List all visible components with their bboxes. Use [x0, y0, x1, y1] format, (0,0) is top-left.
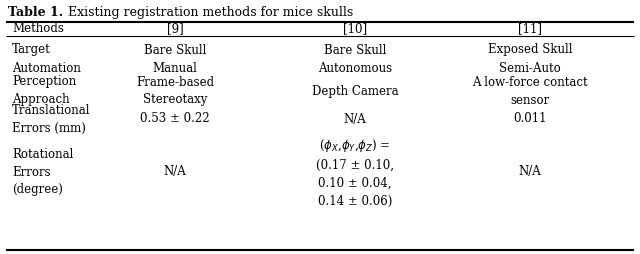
Text: ($\phi_X$,$\phi_Y$,$\phi_Z$) =
(0.17 ± 0.10,
0.10 ± 0.04,
0.14 ± 0.06): ($\phi_X$,$\phi_Y$,$\phi_Z$) = (0.17 ± 0…	[316, 136, 394, 208]
Text: Rotational
Errors
(degree): Rotational Errors (degree)	[12, 148, 74, 197]
Text: 0.011: 0.011	[513, 113, 547, 125]
Text: N/A: N/A	[518, 166, 541, 179]
Text: N/A: N/A	[344, 113, 366, 125]
Text: Existing registration methods for mice skulls: Existing registration methods for mice s…	[56, 6, 353, 19]
Text: Perception
Approach: Perception Approach	[12, 75, 76, 106]
Text: Depth Camera: Depth Camera	[312, 85, 398, 98]
Text: [11]: [11]	[518, 23, 542, 36]
Text: Target
Automation: Target Automation	[12, 43, 81, 74]
Text: [10]: [10]	[343, 23, 367, 36]
Text: A low-force contact
sensor: A low-force contact sensor	[472, 75, 588, 106]
Text: Translational
Errors (mm): Translational Errors (mm)	[12, 103, 90, 135]
Text: Frame-based
Stereotaxy: Frame-based Stereotaxy	[136, 75, 214, 106]
Text: [9]: [9]	[166, 23, 184, 36]
Text: Bare Skull
Autonomous: Bare Skull Autonomous	[318, 43, 392, 74]
Text: Methods: Methods	[12, 23, 64, 36]
Text: Bare Skull
Manual: Bare Skull Manual	[144, 43, 206, 74]
Text: N/A: N/A	[164, 166, 186, 179]
Text: Table 1.: Table 1.	[8, 6, 63, 19]
Text: Exposed Skull
Semi-Auto: Exposed Skull Semi-Auto	[488, 43, 572, 74]
Text: 0.53 ± 0.22: 0.53 ± 0.22	[140, 113, 210, 125]
